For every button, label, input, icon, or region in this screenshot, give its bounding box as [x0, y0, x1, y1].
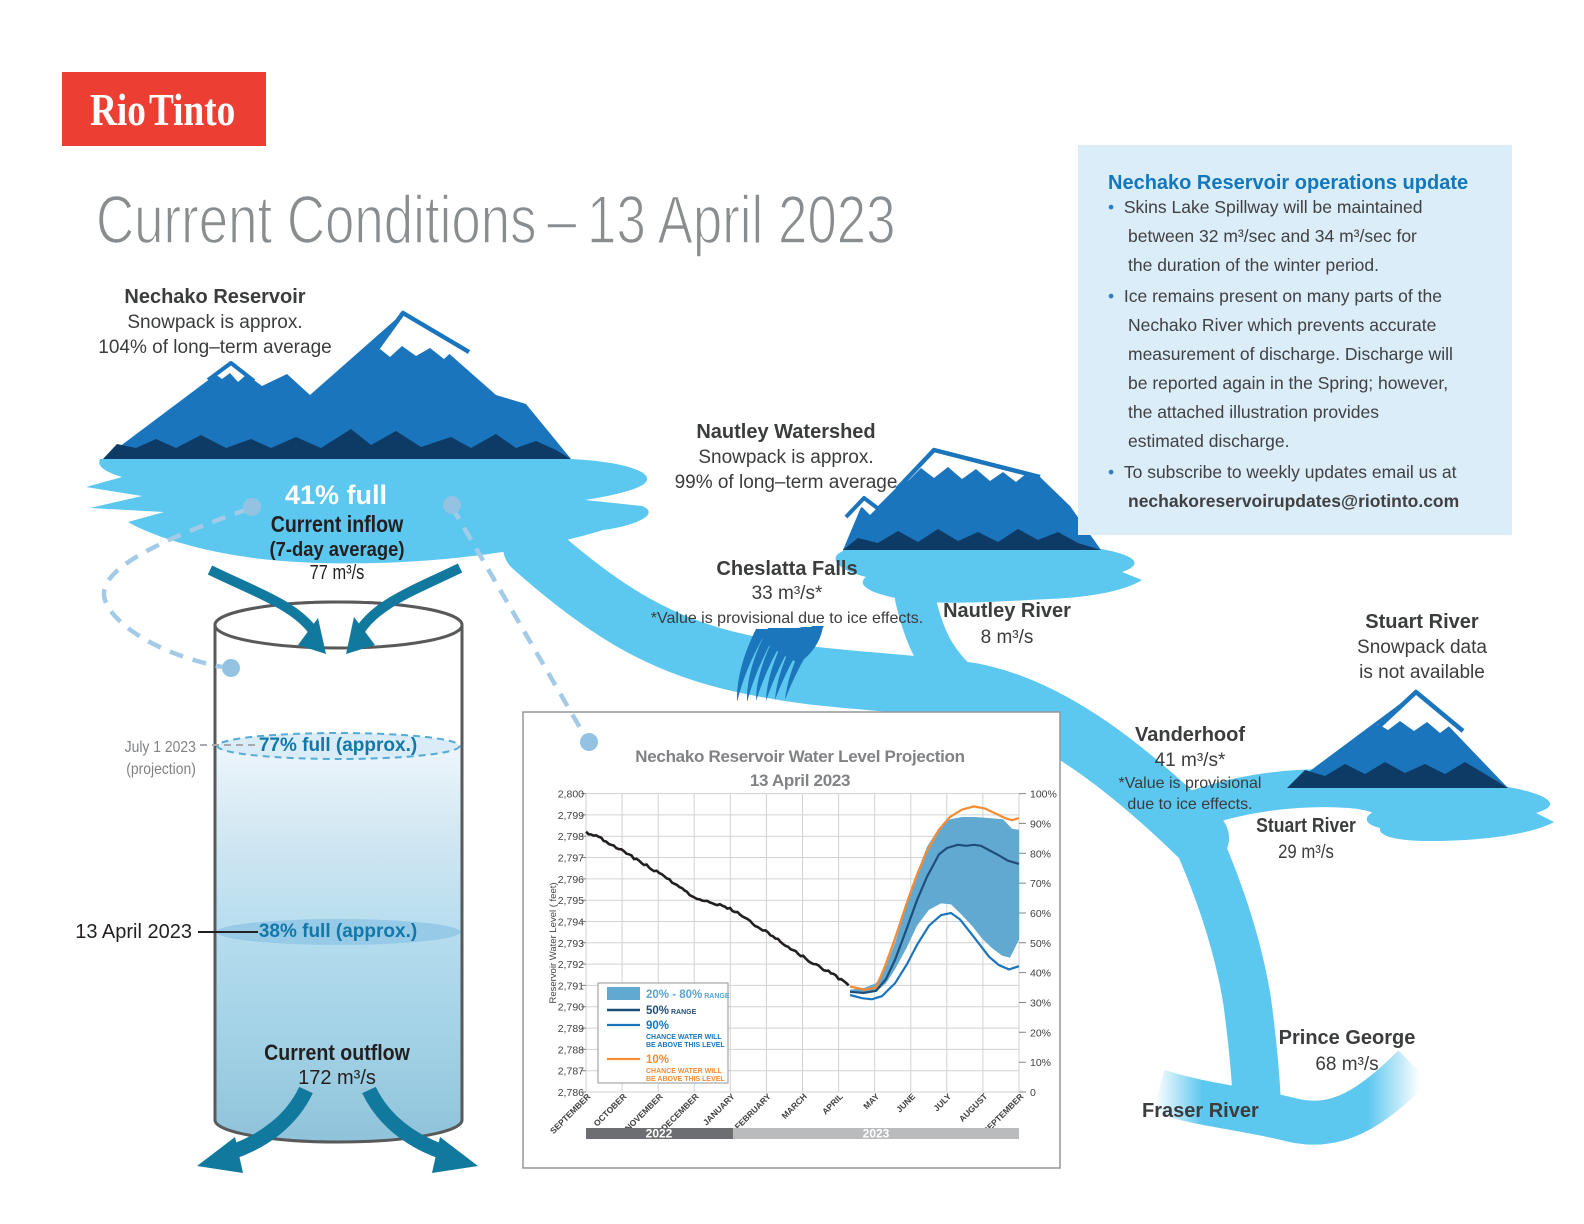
svg-text:10%: 10% — [1030, 1057, 1051, 1069]
svg-text:2,800: 2,800 — [558, 789, 584, 801]
svg-text:2,789: 2,789 — [558, 1023, 584, 1035]
svg-text:100%: 100% — [1030, 789, 1057, 801]
svg-text:2,798: 2,798 — [558, 831, 584, 843]
svg-text:Nechako Reservoir Water Level: Nechako Reservoir Water Level Projection — [635, 747, 964, 766]
svg-text:0: 0 — [1030, 1087, 1036, 1099]
svg-text:2,797: 2,797 — [558, 853, 584, 865]
svg-text:20%: 20% — [1030, 1027, 1051, 1039]
svg-text:90%: 90% — [646, 1020, 669, 1032]
svg-text:Reservoir Water Level ( feet): Reservoir Water Level ( feet) — [548, 882, 559, 1003]
svg-text:2,795: 2,795 — [558, 895, 584, 907]
svg-text:CHANCE WATER WILL: CHANCE WATER WILL — [646, 1068, 722, 1075]
svg-text:2,799: 2,799 — [558, 810, 584, 822]
svg-text:80%: 80% — [1030, 848, 1051, 860]
svg-text:2,796: 2,796 — [558, 874, 584, 886]
svg-text:60%: 60% — [1030, 908, 1051, 920]
svg-text:70%: 70% — [1030, 878, 1051, 890]
svg-text:30%: 30% — [1030, 998, 1051, 1010]
svg-text:2,787: 2,787 — [558, 1066, 584, 1078]
svg-text:2023: 2023 — [863, 1127, 890, 1141]
svg-text:CHANCE WATER WILL: CHANCE WATER WILL — [646, 1034, 722, 1041]
svg-text:2,794: 2,794 — [558, 917, 584, 929]
svg-text:50%: 50% — [1030, 938, 1051, 950]
svg-text:2,793: 2,793 — [558, 938, 584, 950]
svg-text:2,792: 2,792 — [558, 959, 584, 971]
svg-text:13 April 2023: 13 April 2023 — [750, 771, 850, 790]
svg-text:2022: 2022 — [646, 1127, 673, 1141]
svg-text:2,790: 2,790 — [558, 1002, 584, 1014]
svg-text:40%: 40% — [1030, 968, 1051, 980]
svg-text:BE ABOVE THIS LEVEL: BE ABOVE THIS LEVEL — [646, 1076, 725, 1083]
svg-text:90%: 90% — [1030, 818, 1051, 830]
svg-text:2,786: 2,786 — [558, 1087, 584, 1099]
svg-text:BE ABOVE THIS LEVEL: BE ABOVE THIS LEVEL — [646, 1042, 725, 1049]
svg-text:10%: 10% — [646, 1054, 669, 1066]
svg-text:2,788: 2,788 — [558, 1044, 584, 1056]
svg-text:2,791: 2,791 — [558, 980, 584, 992]
